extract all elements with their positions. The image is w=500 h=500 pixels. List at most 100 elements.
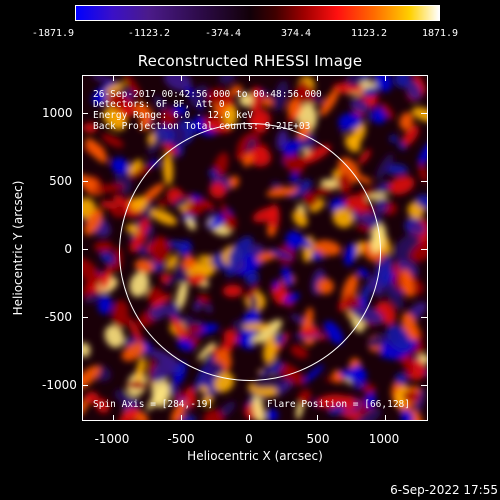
image-texture-blob [84,292,103,304]
image-texture-blob [135,356,146,384]
image-texture-blob [134,102,154,123]
image-texture-blob [83,122,98,133]
y-tick-mark [82,249,88,250]
image-texture-blob [83,258,102,287]
colorbar [75,5,440,21]
image-texture-blob [405,80,422,101]
image-texture-blob [201,394,214,406]
image-texture-blob [376,181,392,194]
image-texture-blob [350,98,370,114]
image-texture-blob [170,400,187,420]
image-texture-blob [374,76,393,92]
image-texture-blob [199,386,210,394]
image-texture-blob [344,134,361,153]
image-texture-blob [107,90,129,111]
image-texture-blob [297,389,312,406]
image-texture-blob [104,82,126,94]
image-texture-blob [119,407,139,420]
image-texture-blob [364,390,376,409]
x-tick-label: 500 [306,432,330,446]
y-tick-label: 0 [64,242,72,256]
image-texture-blob [319,89,339,117]
x-tick-label: 1000 [368,432,400,446]
image-texture-blob [101,264,113,291]
time-range-label: 26-Sep-2017 00:42:56.000 to 00:48:56.000 [93,89,322,100]
image-texture-blob [153,95,169,114]
image-texture-blob [223,105,238,127]
image-texture-blob [399,112,414,131]
image-texture-blob [97,295,113,315]
image-texture-blob [295,83,315,105]
plot-title: Reconstructed RHESSI Image [137,52,363,70]
image-texture-blob [83,365,101,390]
image-texture-blob [413,76,426,94]
plot-timestamp: 6-Sep-2022 17:55 [390,483,498,497]
image-texture-blob [252,380,286,389]
image-texture-blob [340,368,368,380]
image-texture-blob [415,194,427,210]
x-tick-mark [385,415,386,421]
y-tick-label: 500 [49,174,72,188]
image-texture-blob [287,98,302,118]
colorbar-tick-label: -1123.2 [127,28,171,39]
colorbar-tick-label: 374.4 [280,28,312,39]
image-texture-blob [358,149,371,165]
image-texture-blob [85,138,108,163]
y-tick-mark [82,181,88,182]
image-texture-blob [83,197,96,219]
x-tick-mark [249,75,250,81]
image-texture-blob [125,164,152,180]
image-texture-blob [376,153,394,180]
image-texture-blob [249,86,263,114]
image-texture-blob [389,134,398,143]
spin-axis-label: Spin Axis = [284,-19] [93,399,214,410]
image-texture-blob [302,364,324,384]
y-tick-label: -500 [44,310,72,324]
image-texture-blob [83,342,91,358]
x-tick-mark [317,75,318,81]
image-texture-blob [409,220,426,235]
x-tick-mark [385,75,386,81]
image-texture-blob [128,317,143,344]
image-texture-blob [252,395,265,420]
x-tick-label: -500 [167,432,195,446]
image-texture-blob [101,133,124,148]
image-texture-blob [92,183,125,193]
x-tick-mark [249,415,250,421]
image-texture-blob [386,324,411,351]
image-texture-blob [374,197,388,215]
image-texture-blob [384,281,404,310]
image-texture-blob [206,88,231,105]
y-tick-mark [421,249,427,250]
image-texture-blob [262,96,273,108]
colorbar-gradient [76,6,439,20]
image-texture-blob [394,372,408,386]
x-tick-mark [113,75,114,81]
image-texture-blob [114,389,130,403]
colorbar-tick-label: -374.4 [204,28,242,39]
image-texture-blob [123,76,142,99]
y-tick-mark [421,113,427,114]
image-texture-blob [362,86,379,97]
image-texture-blob [365,111,374,122]
y-tick-mark [421,181,427,182]
image-texture-blob [400,409,414,420]
image-texture-blob [218,76,236,85]
image-texture-blob [346,76,363,87]
y-tick-mark [82,113,88,114]
image-texture-blob [104,325,125,348]
x-tick-mark [181,75,182,81]
image-texture-blob [349,379,364,388]
flare-position-label: Flare Position = [66,128] [267,399,410,410]
y-tick-mark [82,385,88,386]
image-texture-blob [415,388,425,413]
x-axis-label: Heliocentric X (arcsec) [187,449,323,463]
y-axis-label: Heliocentric Y (arcsec) [11,180,25,316]
x-tick-label: 0 [245,432,253,446]
image-texture-blob [126,380,147,390]
image-texture-blob [159,109,177,126]
image-texture-blob [100,250,115,265]
x-tick-mark [113,415,114,421]
image-texture-blob [397,141,406,151]
x-tick-label: -1000 [94,432,130,446]
